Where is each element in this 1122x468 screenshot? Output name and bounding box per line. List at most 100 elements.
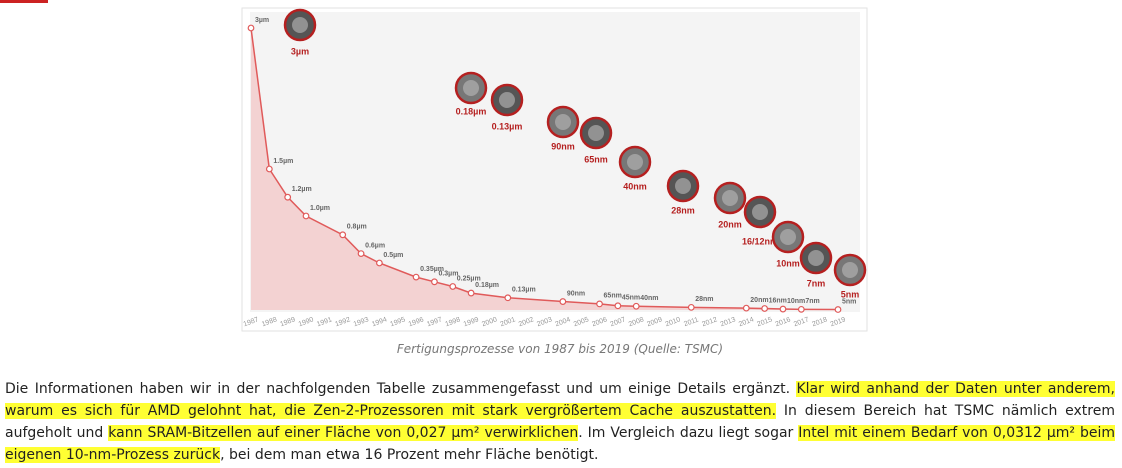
process-image-detail — [555, 114, 571, 130]
annotation: 5nm — [841, 289, 860, 299]
x-tick-label: 1993 — [353, 316, 370, 328]
text: In diesem Bereich hat TSMC nämlich extre… — [5, 403, 1115, 441]
x-tick-label: 2002 — [518, 316, 535, 328]
annotation: 3µm — [291, 46, 309, 56]
x-tick-label: 2007 — [609, 316, 626, 328]
x-tick-label: 1997 — [426, 316, 443, 328]
point — [742, 304, 750, 312]
data-label: 0.8µm — [347, 224, 367, 231]
data-label: 45nm — [622, 295, 640, 302]
x-tick-label: 2004 — [554, 316, 571, 328]
caption: Fertigungsprozesse von 1987 bis 2019 (Qu… — [396, 342, 724, 356]
highlighted-text: kann SRAM-Bitzellen auf einer Fläche von… — [108, 425, 579, 441]
x-tick-label: 1992 — [334, 316, 351, 328]
point — [431, 278, 438, 286]
process-image-detail — [588, 125, 604, 141]
point — [761, 305, 769, 312]
process-image-detail — [722, 190, 738, 206]
top-accent — [0, 0, 48, 3]
data-label: 1.5µm — [273, 158, 293, 165]
point — [339, 231, 347, 239]
data-label: 40nm — [640, 295, 658, 302]
x-tick-label: 2000 — [481, 316, 498, 328]
point — [449, 283, 457, 290]
point — [797, 305, 805, 313]
point — [687, 303, 695, 311]
point — [284, 193, 292, 201]
x-tick-label: 2019 — [830, 316, 847, 328]
point — [412, 273, 420, 281]
data-label: 0.3µm — [438, 271, 458, 278]
chart: 1987 1988 1989 1990 1991 1992 1993 1994 1995 1996… — [0, 0, 868, 332]
x-tick-label: 1995 — [389, 316, 406, 328]
data-label: 28nm — [695, 296, 713, 303]
point — [265, 165, 273, 173]
point — [504, 294, 512, 302]
point — [834, 306, 842, 313]
process-image-detail — [808, 250, 824, 266]
data-label: 20nm — [750, 297, 768, 304]
point — [467, 289, 475, 297]
x-tick-label: 2014 — [738, 316, 755, 328]
x-tick-label: 2010 — [665, 316, 682, 328]
data-label: 0.13µm — [512, 287, 536, 294]
x-tick-label: 2017 — [793, 316, 810, 328]
data-label: 1.0µm — [310, 205, 330, 212]
process-image-detail — [752, 204, 768, 220]
x-tick-label: 2006 — [591, 316, 608, 328]
annotation: 0.18µm — [456, 106, 487, 116]
x-tick-label: 1989 — [279, 316, 296, 328]
process-image-detail — [499, 92, 515, 108]
data-label: 3µm — [255, 17, 269, 24]
x-tick-label: 2012 — [701, 316, 718, 328]
text: Die Informationen haben wir in der nachf… — [5, 381, 797, 397]
x-tick-label: 2016 — [775, 316, 792, 328]
process-image-detail — [292, 17, 308, 33]
area — [251, 28, 838, 310]
point — [247, 24, 255, 32]
x-tick-label: 1996 — [408, 316, 425, 328]
annotation: 28nm — [671, 205, 695, 215]
text: . Im Vergleich dazu liegt sogar — [578, 425, 799, 441]
x-tick-label: 2009 — [646, 316, 663, 328]
x-tick-label: 2003 — [536, 316, 553, 328]
x-tick-label: 1994 — [371, 316, 388, 328]
x-tick-label: 1998 — [444, 316, 461, 328]
x-tick-label: 2011 — [683, 316, 700, 328]
x-tick-label: 1999 — [463, 316, 480, 328]
x-tick-label: 1991 — [316, 316, 333, 328]
data-label: 0.18µm — [475, 282, 499, 289]
point — [302, 212, 310, 220]
annotation: 20nm — [718, 219, 742, 229]
annotation: 16/12nm — [742, 236, 778, 246]
data-label: 0.5µm — [383, 252, 403, 259]
point — [779, 305, 787, 313]
data-label: 1.2µm — [292, 186, 312, 193]
x-tick-label: 2015 — [756, 316, 773, 328]
point — [596, 300, 603, 308]
x-tick-label: 1987 — [243, 316, 260, 328]
process-image-detail — [842, 262, 858, 278]
point — [632, 302, 640, 310]
annotation: 10nm — [776, 258, 800, 268]
data-label: 0.6µm — [365, 242, 385, 249]
data-label: 0.25µm — [457, 275, 481, 282]
annotation: 65nm — [584, 154, 608, 164]
annotation: 7nm — [807, 278, 826, 288]
x-tick-label: 2008 — [628, 316, 645, 328]
data-label: 65nm — [604, 293, 622, 300]
point — [614, 302, 622, 310]
x-tick-label: 2018 — [811, 316, 828, 328]
x-tick-label: 1990 — [298, 316, 315, 328]
point — [357, 250, 365, 258]
annotation: 40nm — [623, 181, 647, 191]
data-label: 90nm — [567, 290, 585, 297]
x-tick-label: 1988 — [261, 316, 278, 328]
data-label: 0.35µm — [420, 266, 444, 273]
data-label: 10nm — [787, 298, 805, 305]
paragraph: Die Informationen haben wir in der nachf… — [5, 378, 1115, 466]
point — [559, 298, 567, 305]
data-label: 5nm — [842, 298, 856, 305]
process-image-detail — [463, 80, 479, 96]
